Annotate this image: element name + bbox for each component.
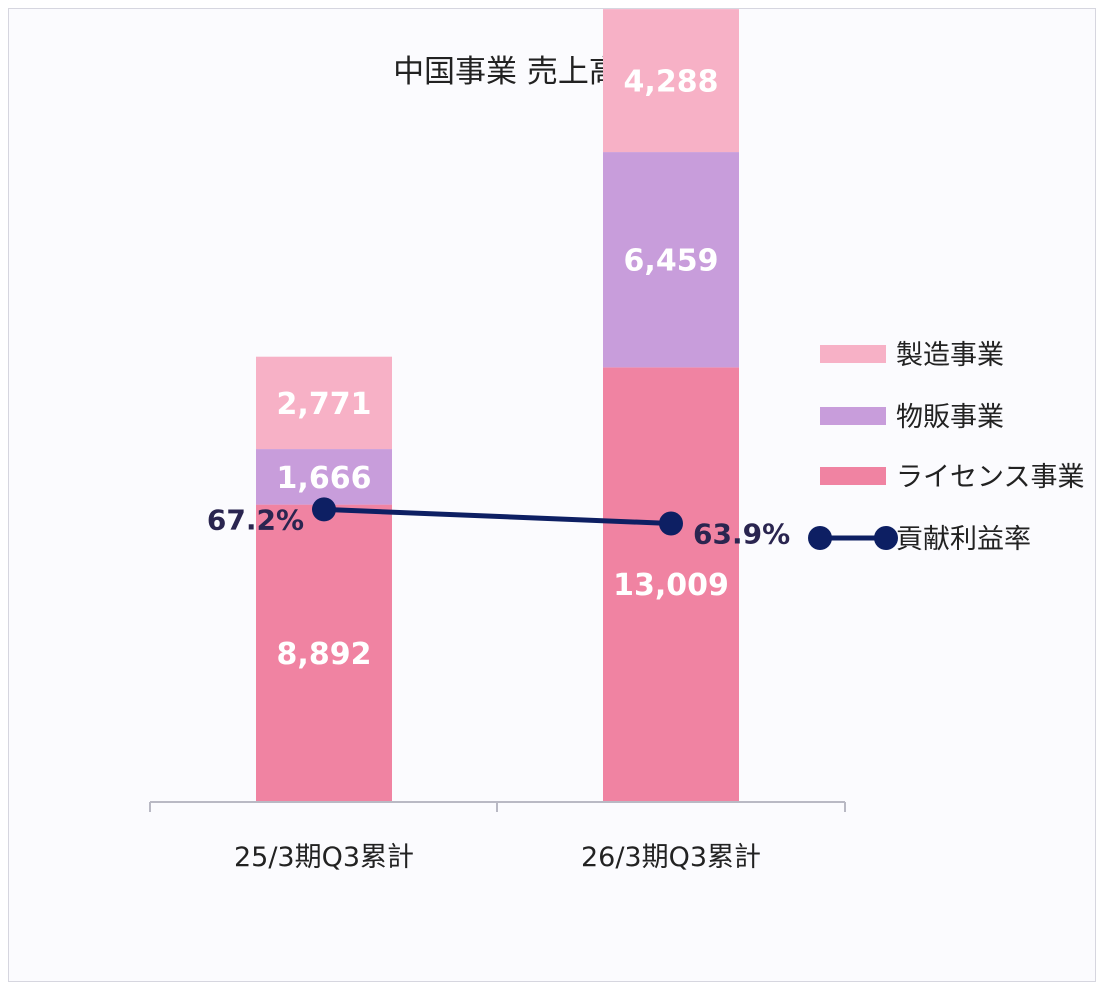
bar-segment xyxy=(603,367,739,801)
legend-line-marker xyxy=(874,526,898,550)
bars-layer: 8,892 1,666 2,771 13,009 6,459 4,288 xyxy=(256,9,739,801)
legend-label: 製造事業 xyxy=(896,340,1004,371)
legend-label: ライセンス事業 xyxy=(896,462,1084,493)
chart-frame xyxy=(8,8,1096,982)
bar-segment xyxy=(603,152,739,368)
legend-swatch xyxy=(820,407,886,425)
legend-label: 物販事業 xyxy=(896,402,1004,433)
bar-segment xyxy=(603,9,739,153)
bar-value-label: 2,771 xyxy=(277,387,372,422)
legend-swatch xyxy=(820,467,886,485)
category-label: 25/3期Q3累計 xyxy=(234,842,414,873)
line-series-layer: 67.2% 63.9% xyxy=(207,497,790,551)
line-series-point xyxy=(659,511,683,536)
bar-value-label: 8,892 xyxy=(277,637,372,672)
legend-swatch xyxy=(820,345,886,363)
bar-segment xyxy=(256,504,392,801)
bar-segment xyxy=(256,356,392,450)
line-value-label: 67.2% xyxy=(207,503,304,536)
legend-label: 貢献利益率 xyxy=(896,524,1031,555)
bar-value-label: 6,459 xyxy=(624,244,719,279)
bar-value-label: 13,009 xyxy=(613,568,729,603)
line-value-label: 63.9% xyxy=(693,518,790,551)
line-series-path xyxy=(323,506,672,527)
legend-line-marker xyxy=(808,526,832,550)
bar-value-label: 1,666 xyxy=(277,461,372,496)
line-series-point xyxy=(312,497,336,522)
bar-segment xyxy=(256,449,392,505)
category-label: 26/3期Q3累計 xyxy=(581,842,761,873)
bar-value-label: 4,288 xyxy=(624,65,719,100)
category-labels: 25/3期Q3累計 26/3期Q3累計 xyxy=(234,842,761,873)
